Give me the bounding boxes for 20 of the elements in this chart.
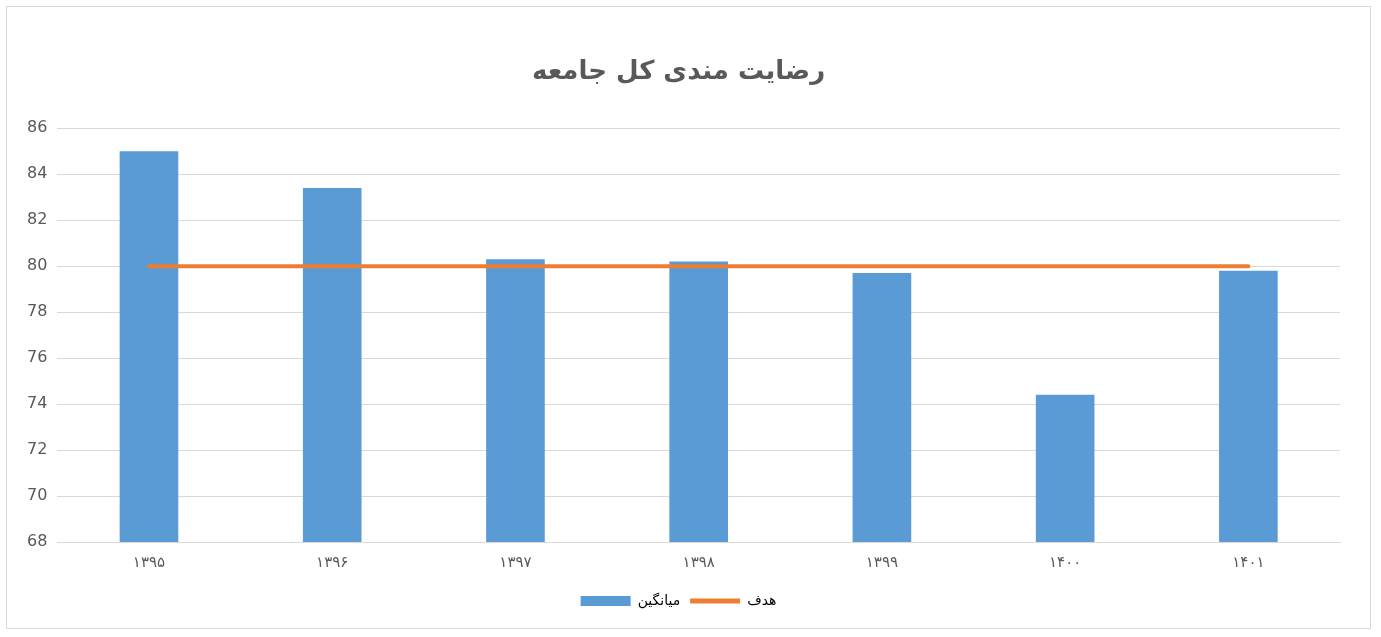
y-tick-label: 72 bbox=[27, 439, 48, 459]
y-tick-label: 76 bbox=[27, 347, 48, 367]
y-tick-label: 84 bbox=[27, 163, 48, 183]
x-tick-label: ۱۳۹۵ bbox=[132, 552, 166, 571]
y-tick-label: 70 bbox=[27, 485, 48, 505]
chart-title: رضایت مندی کل جامعه bbox=[531, 55, 826, 86]
legend-label: هدف bbox=[747, 591, 777, 608]
x-tick-label: ۱۳۹۷ bbox=[499, 552, 532, 571]
y-tick-label: 80 bbox=[27, 255, 48, 275]
legend-label: میانگین bbox=[637, 591, 681, 609]
x-tick-label: ۱۴۰۱ bbox=[1232, 552, 1265, 571]
x-tick-label: ۱۳۹۶ bbox=[316, 552, 349, 571]
y-tick-label: 68 bbox=[27, 531, 48, 551]
x-tick-label: ۱۳۹۸ bbox=[682, 552, 715, 571]
y-tick-label: 82 bbox=[27, 209, 48, 229]
y-tick-label: 86 bbox=[27, 117, 48, 137]
x-tick-label: ۱۳۹۹ bbox=[865, 552, 899, 571]
y-tick-label: 78 bbox=[27, 301, 48, 321]
x-tick-label: ۱۴۰۰ bbox=[1049, 552, 1082, 571]
y-tick-label: 74 bbox=[27, 393, 48, 413]
